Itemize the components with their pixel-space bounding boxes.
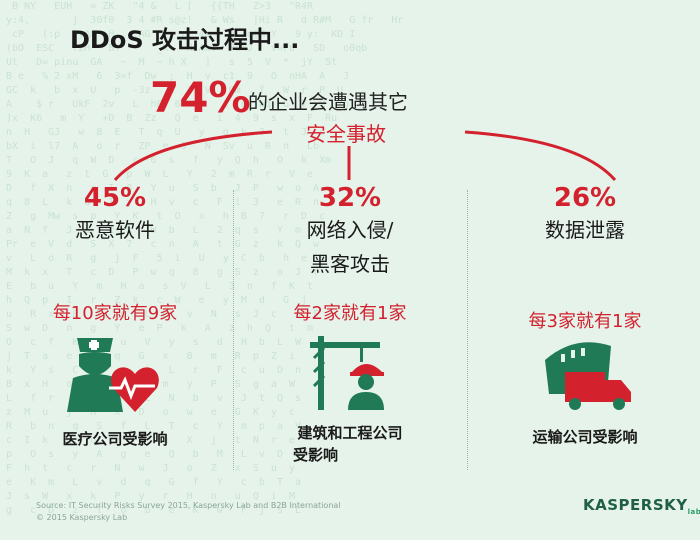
industry-line: 运输公司受影响 bbox=[532, 428, 638, 446]
column-percent: 45% bbox=[83, 183, 147, 213]
column-ratio: 每3家就有1家 bbox=[528, 311, 642, 332]
copyright-text: © 2015 Kaspersky Lab bbox=[36, 513, 128, 522]
column-industry: 建筑和工程公司 受影响 bbox=[260, 422, 440, 466]
kaspersky-logo: KASPERSKYlab bbox=[583, 496, 700, 516]
column-industry: 医疗公司受影响 bbox=[25, 428, 205, 450]
column-category-line-2: 黑客攻击 bbox=[310, 252, 390, 276]
ship-truck-icon bbox=[545, 342, 631, 410]
nurse-heart-icon bbox=[67, 338, 159, 412]
column-divider-2 bbox=[467, 190, 468, 470]
column-malware: 45% 恶意软件 bbox=[40, 183, 190, 247]
headline-incident: 安全事故 bbox=[306, 122, 386, 146]
headline-percent: 74% bbox=[150, 73, 251, 122]
column-industry: 运输公司受影响 bbox=[495, 426, 675, 448]
column-category: 数据泄露 bbox=[545, 218, 625, 242]
industry-line: 医疗公司受影响 bbox=[62, 430, 168, 448]
column-ratio: 每2家就有1家 bbox=[293, 303, 407, 324]
crane-worker-icon bbox=[310, 336, 384, 410]
logo-text: KASPERSKY bbox=[583, 496, 688, 514]
industry-line-2: 受影响 bbox=[293, 446, 339, 464]
source-text: Source: IT Security Risks Survey 2015, K… bbox=[36, 501, 341, 510]
column-category: 恶意软件 bbox=[75, 218, 155, 242]
column-divider-1 bbox=[233, 190, 234, 470]
column-data-leak: 26% 数据泄露 bbox=[510, 183, 660, 247]
source-note: Source: IT Security Risks Survey 2015, K… bbox=[36, 500, 341, 524]
column-ratio: 每10家就有9家 bbox=[52, 303, 178, 324]
headline-text: 的企业会遭遇其它 bbox=[248, 90, 408, 114]
right-arc bbox=[464, 130, 617, 181]
left-arc bbox=[113, 130, 273, 181]
page-title: DDoS 攻击过程中... bbox=[70, 26, 300, 54]
logo-suffix: lab bbox=[687, 508, 700, 516]
column-category-line-1: 网络入侵/ bbox=[306, 218, 394, 242]
column-percent: 32% bbox=[318, 183, 382, 213]
column-percent: 26% bbox=[553, 183, 617, 213]
industry-line-1: 建筑和工程公司 bbox=[297, 424, 403, 442]
column-intrusion: 32% 网络入侵/ 黑客攻击 bbox=[275, 183, 425, 281]
